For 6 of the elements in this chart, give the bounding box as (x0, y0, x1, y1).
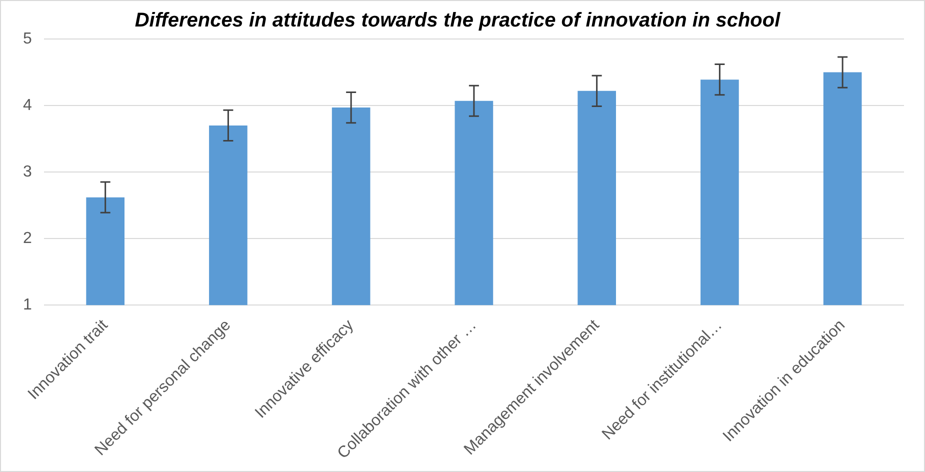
y-tick-label: 1 (22, 296, 32, 314)
y-tick-label: 4 (22, 96, 32, 114)
y-tick-label: 2 (22, 230, 32, 247)
y-tick-label: 3 (22, 163, 32, 180)
y-tick-label: 5 (22, 30, 32, 48)
chart-title: Differences in attitudes towards the practice of innovation in school (134, 10, 781, 32)
